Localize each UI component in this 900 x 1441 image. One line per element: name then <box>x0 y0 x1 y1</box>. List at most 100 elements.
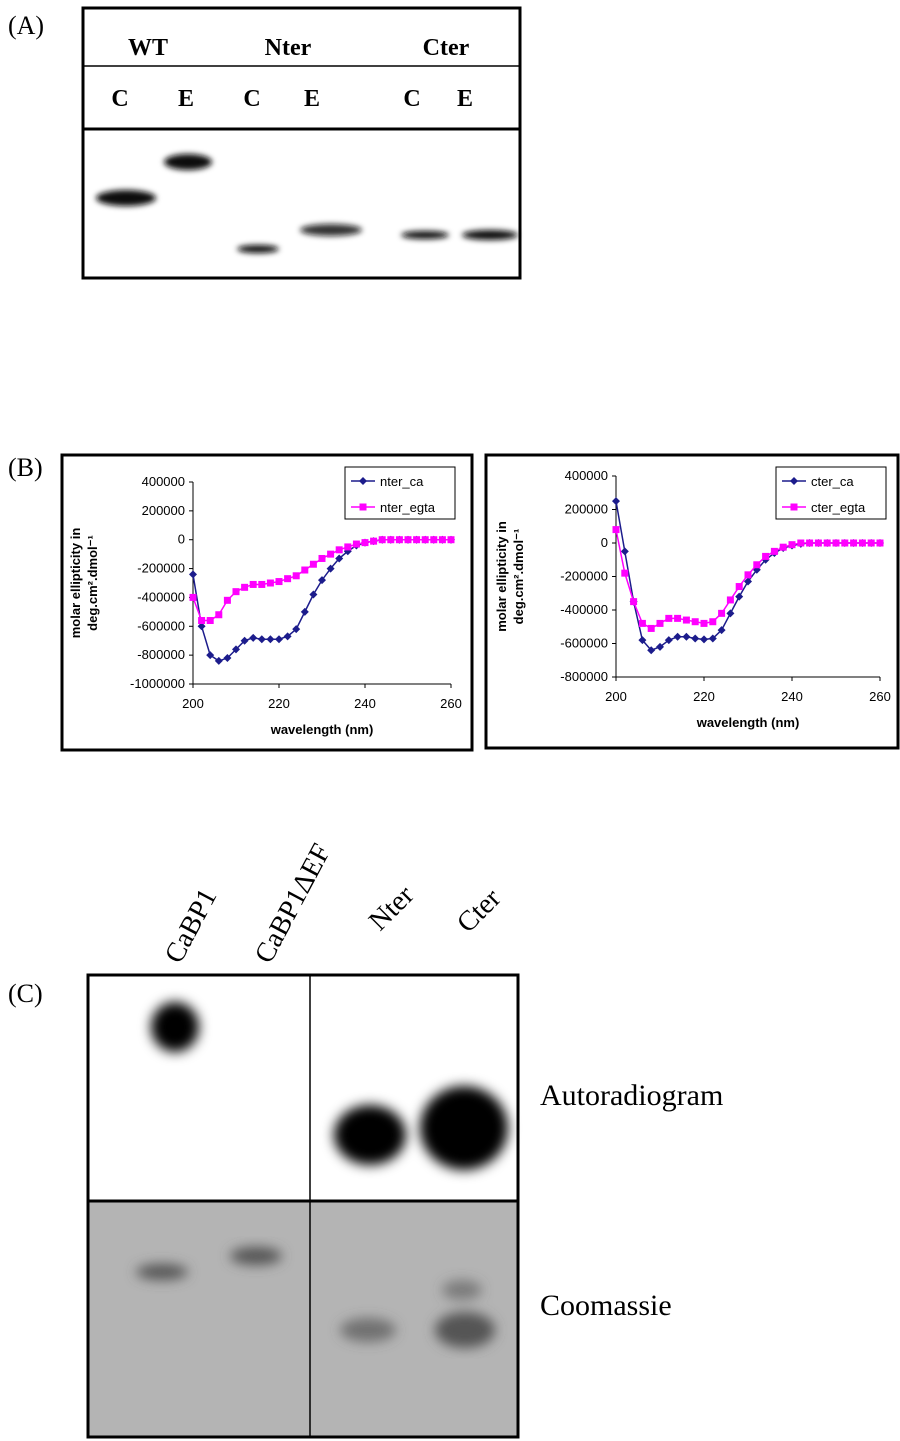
gel-frame <box>81 6 522 280</box>
marker <box>215 611 223 619</box>
legend-label: cter_egta <box>811 500 866 515</box>
row-label: Autoradiogram <box>540 1079 723 1112</box>
x-tick-label: 220 <box>268 696 290 711</box>
x-axis-label: wavelength (nm) <box>270 722 374 737</box>
marker <box>300 607 309 616</box>
marker <box>744 571 752 579</box>
marker <box>378 536 386 544</box>
y-tick-label: 200000 <box>565 502 608 517</box>
y-axis-label: molar ellipticity in <box>68 528 83 639</box>
marker <box>858 539 866 547</box>
marker <box>867 539 875 547</box>
marker <box>266 635 275 644</box>
marker <box>318 554 326 562</box>
y-tick-label: 400000 <box>565 468 608 483</box>
marker <box>717 626 726 635</box>
y-tick-label: -400000 <box>137 589 185 604</box>
legend-label: cter_ca <box>811 474 854 489</box>
marker <box>753 561 761 569</box>
marker <box>806 539 814 547</box>
lane-label: C <box>111 86 128 112</box>
y-tick-label: -600000 <box>137 618 185 633</box>
lane-label: Cter <box>451 882 507 938</box>
legend-marker <box>359 503 367 511</box>
x-tick-label: 200 <box>182 696 204 711</box>
marker <box>708 634 717 643</box>
marker <box>309 560 317 568</box>
marker <box>682 632 691 641</box>
marker <box>850 539 858 547</box>
marker <box>647 646 656 655</box>
marker <box>726 596 734 604</box>
marker <box>691 618 699 626</box>
marker <box>674 614 682 622</box>
marker <box>335 546 343 554</box>
marker <box>664 636 673 645</box>
group-label: Cter <box>423 35 470 61</box>
marker <box>249 580 257 588</box>
marker <box>197 622 206 631</box>
marker <box>257 635 266 644</box>
marker <box>249 633 258 642</box>
marker <box>292 572 300 580</box>
y-tick-label: -800000 <box>560 669 608 684</box>
marker <box>620 547 629 556</box>
marker <box>223 596 231 604</box>
marker <box>656 619 664 627</box>
x-tick-label: 260 <box>440 696 462 711</box>
marker <box>814 539 822 547</box>
marker <box>832 539 840 547</box>
x-tick-label: 200 <box>605 689 627 704</box>
marker <box>788 541 796 549</box>
marker <box>275 578 283 586</box>
y-axis-label: deg.cm².dmol⁻¹ <box>85 535 100 631</box>
y-tick-label: -200000 <box>137 561 185 576</box>
y-tick-label: 200000 <box>142 503 185 518</box>
marker <box>876 539 884 547</box>
y-tick-label: -400000 <box>560 602 608 617</box>
marker <box>361 539 369 547</box>
series <box>612 526 884 632</box>
marker <box>223 654 232 663</box>
marker <box>691 634 700 643</box>
marker <box>275 635 283 644</box>
marker <box>206 651 215 660</box>
marker <box>744 577 752 586</box>
y-axis-label: molar ellipticity in <box>494 521 509 632</box>
marker <box>370 537 378 545</box>
marker <box>673 632 682 641</box>
marker <box>258 580 266 588</box>
marker <box>665 614 673 622</box>
y-tick-label: -600000 <box>560 636 608 651</box>
marker <box>309 590 318 599</box>
marker <box>682 616 690 624</box>
group-label: WT <box>128 35 168 61</box>
marker <box>326 564 335 573</box>
y-tick-label: 0 <box>178 532 185 547</box>
x-tick-label: 240 <box>354 696 376 711</box>
lane-label: C <box>243 86 260 112</box>
marker <box>404 536 412 544</box>
lane-label: C <box>403 86 420 112</box>
y-tick-label: 0 <box>601 535 608 550</box>
panel-label: (C) <box>8 979 43 1008</box>
x-axis-label: wavelength (nm) <box>696 715 800 730</box>
marker <box>647 624 655 632</box>
marker <box>189 570 197 579</box>
coomassie-bands <box>136 1247 495 1348</box>
marker <box>638 636 647 645</box>
legend-marker <box>359 477 367 485</box>
lane-label: Nter <box>363 879 421 937</box>
marker <box>430 536 438 544</box>
y-tick-label: -200000 <box>560 569 608 584</box>
legend-label: nter_ca <box>380 474 424 489</box>
marker <box>621 569 629 577</box>
legend-marker <box>790 477 798 485</box>
marker <box>735 583 743 591</box>
marker <box>283 632 292 641</box>
marker <box>327 550 335 558</box>
marker <box>241 583 249 591</box>
y-axis-label: deg.cm².dmol⁻¹ <box>511 529 526 625</box>
marker <box>421 536 429 544</box>
